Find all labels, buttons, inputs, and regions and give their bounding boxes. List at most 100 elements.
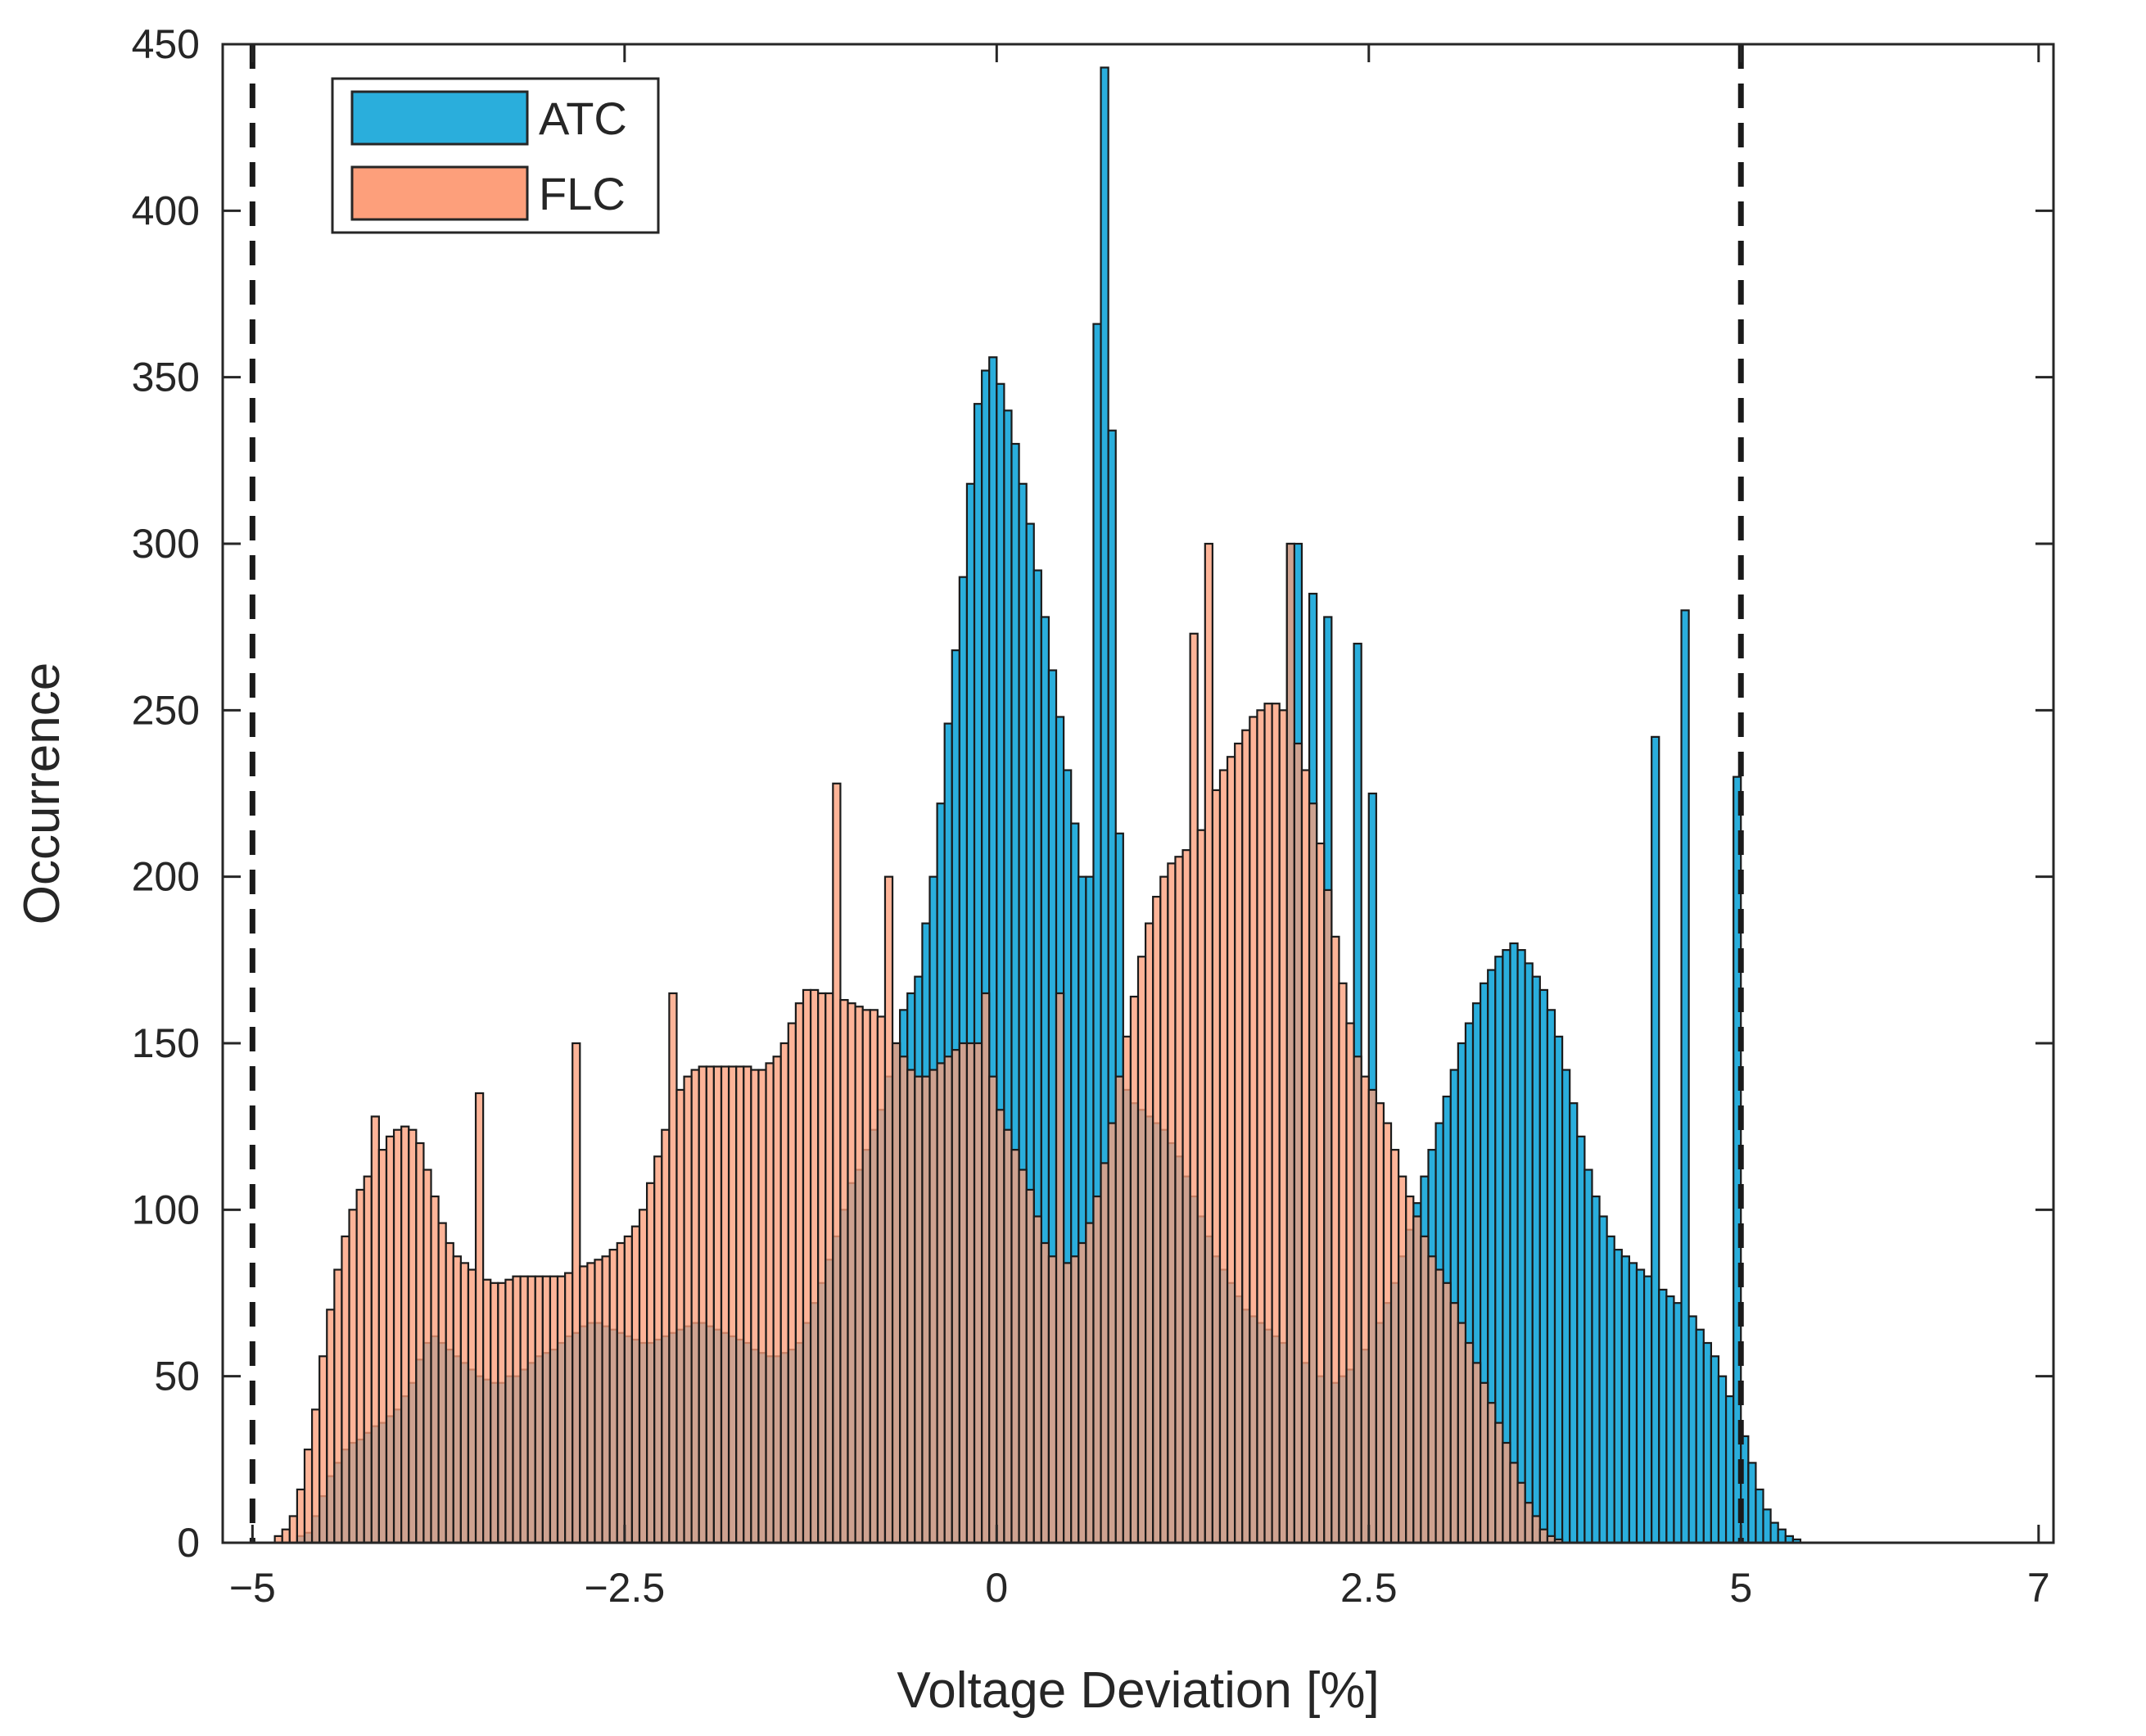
- flc-bar: [572, 1042, 581, 1544]
- flc-bar: [579, 1265, 589, 1544]
- flc-bar: [281, 1528, 291, 1544]
- atc-bar: [1717, 1375, 1728, 1544]
- flc-bar: [817, 992, 827, 1544]
- flc-bar: [712, 1065, 723, 1544]
- atc-bar: [1651, 735, 1660, 1544]
- atc-bar: [1687, 1315, 1697, 1544]
- atc-bar: [1516, 949, 1526, 1544]
- flc-bar: [653, 1155, 663, 1544]
- flc-bar: [1293, 742, 1303, 1544]
- flc-bar: [705, 1065, 715, 1544]
- flc-bar: [1457, 1322, 1467, 1544]
- flc-bar: [1114, 1075, 1124, 1544]
- flc-bar: [504, 1278, 514, 1544]
- flc-bar: [1323, 888, 1333, 1544]
- flc-bar: [787, 1022, 797, 1544]
- flc-bar: [1524, 1502, 1534, 1544]
- atc-bar: [1509, 942, 1519, 1544]
- flc-bar: [556, 1275, 567, 1544]
- flc-bar: [1241, 729, 1251, 1544]
- y-tick-label: 300: [132, 521, 200, 567]
- flc-bar: [936, 1062, 946, 1544]
- x-tick-label: 5: [1729, 1565, 1752, 1611]
- atc-bar: [1584, 1169, 1593, 1544]
- atc-bar: [1777, 1528, 1787, 1544]
- flc-bar: [1218, 769, 1229, 1544]
- y-tick-label: 0: [177, 1520, 200, 1566]
- flc-bar: [1070, 1255, 1080, 1544]
- flc-bar: [921, 1075, 931, 1544]
- flc-bar: [385, 1135, 395, 1544]
- atc-bar: [1665, 1295, 1675, 1544]
- atc-bar: [1538, 988, 1549, 1544]
- flc-bar: [348, 1209, 358, 1544]
- flc-bar: [1538, 1528, 1549, 1544]
- flc-bar: [772, 1056, 782, 1544]
- flc-bar: [1107, 1122, 1117, 1544]
- flc-bar: [415, 1142, 425, 1544]
- flc-bar: [645, 1182, 656, 1544]
- flc-bar: [861, 1009, 871, 1544]
- x-tick-label: 7: [2027, 1565, 2050, 1611]
- flc-bar: [1078, 1241, 1087, 1544]
- flc-bars: [273, 542, 1564, 1544]
- flc-bar: [392, 1128, 403, 1544]
- flc-bar: [1338, 982, 1348, 1544]
- flc-bar: [914, 1075, 924, 1544]
- flc-bar: [422, 1169, 432, 1544]
- atc-bar: [1561, 1069, 1571, 1544]
- flc-bar: [326, 1309, 336, 1544]
- atc-bar: [1762, 1508, 1772, 1544]
- flc-bar: [519, 1275, 529, 1544]
- flc-bar: [1092, 1195, 1102, 1544]
- flc-bar: [594, 1259, 603, 1544]
- x-tick-label: 2.5: [1340, 1565, 1398, 1611]
- flc-bar: [638, 1209, 648, 1544]
- flc-bar: [1398, 1175, 1407, 1544]
- flc-bar: [549, 1275, 559, 1544]
- flc-bar: [1055, 992, 1065, 1544]
- x-axis-title: Voltage Deviation [%]: [897, 1662, 1379, 1719]
- flc-bar: [616, 1241, 626, 1544]
- y-tick-label: 150: [132, 1020, 200, 1066]
- y-tick-label: 450: [132, 21, 200, 67]
- flc-bar: [683, 1075, 693, 1544]
- flc-bar: [1531, 1515, 1541, 1544]
- flc-bar: [906, 1069, 916, 1544]
- flc-bar: [1144, 922, 1154, 1544]
- flc-bar: [765, 1062, 775, 1544]
- flc-bar: [698, 1065, 707, 1544]
- flc-bar: [333, 1268, 343, 1544]
- flc-bar: [1494, 1422, 1504, 1544]
- flc-bar: [1032, 1215, 1042, 1544]
- legend-flc-label: FLC: [539, 168, 626, 219]
- atc-bar: [1680, 609, 1690, 1544]
- flc-bar: [1471, 1362, 1482, 1544]
- flc-bar: [288, 1515, 298, 1544]
- flc-bar: [943, 1056, 953, 1544]
- flc-bar: [899, 1056, 909, 1544]
- limit-lines: [249, 44, 1744, 1543]
- flc-bar: [973, 1042, 983, 1544]
- flc-bar: [363, 1175, 373, 1544]
- flc-bar: [675, 1088, 685, 1544]
- flc-bar: [1509, 1462, 1519, 1544]
- y-tick-label: 100: [132, 1187, 200, 1232]
- y-tick-labels: 0 50 100 150 200 250 300 350 400 450: [132, 21, 200, 1566]
- legend: ATC FLC: [331, 77, 660, 234]
- legend-atc-label: ATC: [539, 93, 627, 144]
- flc-bar: [1189, 632, 1199, 1544]
- flc-bar: [608, 1249, 618, 1544]
- flc-bar: [1442, 1282, 1452, 1544]
- flc-bar: [809, 988, 820, 1544]
- plot-frame: [221, 43, 2055, 1544]
- flc-bar: [1375, 1102, 1385, 1544]
- flc-bar: [1010, 1149, 1020, 1544]
- flc-bar: [1263, 703, 1273, 1544]
- flc-bar: [847, 1002, 856, 1544]
- flc-bar: [1003, 1128, 1013, 1544]
- atc-bar: [1702, 1341, 1712, 1544]
- flc-bar: [996, 1109, 1005, 1544]
- flc-bar: [1047, 1255, 1058, 1544]
- atc-bar: [1606, 1235, 1615, 1544]
